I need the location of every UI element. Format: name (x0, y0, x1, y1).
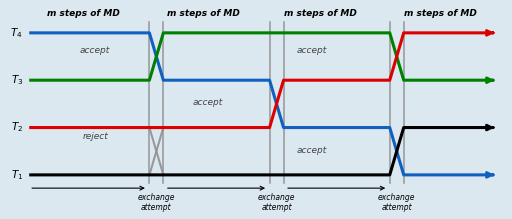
Text: $T_4$: $T_4$ (10, 26, 23, 40)
Text: accept: accept (297, 146, 327, 155)
Text: $T_2$: $T_2$ (11, 121, 23, 134)
Text: m steps of MD: m steps of MD (403, 9, 477, 18)
Text: accept: accept (193, 98, 223, 108)
Text: m steps of MD: m steps of MD (167, 9, 240, 18)
Text: accept: accept (297, 46, 327, 55)
Text: $T_1$: $T_1$ (11, 168, 23, 182)
Text: accept: accept (80, 46, 110, 55)
Text: exchange
attempt: exchange attempt (138, 193, 175, 212)
Text: m steps of MD: m steps of MD (47, 9, 120, 18)
Text: reject: reject (82, 132, 108, 141)
Text: exchange
attempt: exchange attempt (378, 193, 415, 212)
Text: $T_3$: $T_3$ (11, 73, 23, 87)
Text: exchange
attempt: exchange attempt (258, 193, 295, 212)
Text: m steps of MD: m steps of MD (284, 9, 356, 18)
